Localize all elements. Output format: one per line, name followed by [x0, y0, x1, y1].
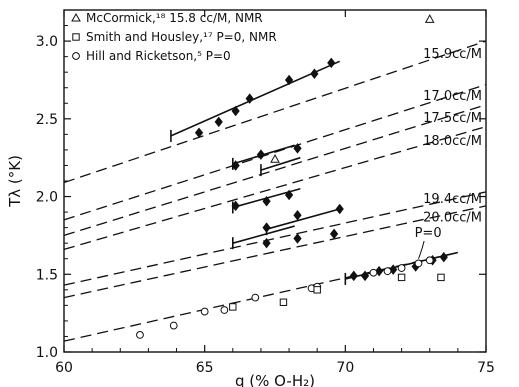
point-circle [220, 306, 229, 314]
plot-frame: 60 65 70 75 1.0 1.5 2.0 2.5 3.0 [36, 9, 495, 376]
point-diamond [262, 222, 271, 233]
curve-label: P=0 [415, 226, 442, 241]
point-diamond [262, 195, 271, 207]
legend-label: Hill and Ricketson,⁵ P=0 [86, 49, 231, 63]
point-diamond [262, 237, 271, 249]
point-square [313, 286, 321, 294]
curve-label: 18.0cc/M [423, 134, 482, 149]
point-diamond [214, 116, 223, 128]
legend-label: McCormick,¹⁸ 15.8 cc/M, NMR [86, 11, 263, 25]
curve-label: 20.0cc/M [423, 210, 482, 225]
point-diamond [293, 233, 302, 244]
x-tick-label: 75 [477, 360, 495, 376]
curve-label: 15.9cc/M [423, 47, 482, 62]
point-circle [414, 259, 423, 268]
point-square [229, 303, 237, 311]
y-tick-label: 1.5 [36, 267, 58, 283]
curve-dashed [63, 125, 487, 251]
point-circle [397, 264, 406, 272]
p0-leader-line [418, 240, 425, 259]
point-diamond [327, 57, 336, 69]
legend: McCormick,¹⁸ 15.8 cc/M, NMR Smith and Hou… [71, 11, 277, 63]
curve-solid [266, 208, 340, 230]
curve-labels: 15.9cc/M 17.0cc/M 17.5cc/M 18.0cc/M 19.4cc/M… [415, 47, 482, 259]
data-points [136, 14, 448, 339]
x-tick-label: 60 [55, 360, 73, 376]
curve-dashed [63, 83, 487, 221]
legend-circle-icon [72, 52, 80, 60]
point-square [397, 273, 406, 282]
point-diamond [310, 68, 319, 79]
point-diamond [293, 209, 302, 221]
point-circle [200, 307, 209, 316]
curve-solid [260, 156, 301, 171]
point-diamond [231, 200, 240, 212]
point-diamond [284, 74, 294, 86]
curve-dashed [63, 205, 487, 299]
point-circle [251, 293, 260, 302]
point-diamond [439, 251, 448, 263]
point-circle [169, 321, 178, 330]
axis-labels: q (% O-H₂) Tλ (°K) [6, 155, 315, 387]
point-diamond [256, 149, 266, 160]
point-diamond [231, 105, 240, 117]
point-diamond [360, 270, 370, 282]
curve-dashed [63, 40, 487, 184]
point-circle [136, 331, 144, 339]
point-diamond [389, 264, 398, 275]
point-triangle [424, 14, 435, 23]
point-circle [425, 256, 434, 265]
point-triangle [270, 154, 280, 163]
curve-label: 17.5cc/M [423, 111, 482, 126]
y-tick-label: 1.0 [36, 345, 58, 361]
point-diamond [293, 143, 302, 154]
curve-dashed [63, 104, 487, 237]
point-square [437, 273, 445, 282]
point-diamond [245, 93, 254, 104]
curve-solid [232, 225, 295, 244]
legend-square-icon [72, 33, 80, 41]
point-circle [383, 267, 392, 276]
point-diamond [335, 203, 344, 215]
curve-label: 19.4cc/M [423, 192, 482, 207]
y-tick-label: 2.0 [36, 190, 58, 206]
curve-label: 17.0cc/M [423, 89, 482, 104]
x-axis-label: q (% O-H₂) [235, 372, 315, 387]
point-square [279, 298, 288, 306]
y-tick-label: 2.5 [36, 112, 58, 128]
x-tick-label: 70 [336, 360, 354, 376]
x-tick-label: 65 [196, 360, 214, 376]
y-axis-label: Tλ (°K) [6, 155, 24, 208]
y-tick-label: 3.0 [36, 34, 58, 50]
point-circle [369, 268, 378, 277]
point-diamond [349, 270, 358, 282]
curve-dashed [63, 191, 487, 286]
point-diamond [284, 189, 294, 201]
legend-triangle-icon [71, 12, 81, 22]
point-diamond [194, 127, 204, 139]
legend-label: Smith and Housley,¹⁷ P=0, NMR [86, 30, 277, 44]
point-diamond [231, 160, 240, 171]
point-diamond [329, 228, 339, 240]
